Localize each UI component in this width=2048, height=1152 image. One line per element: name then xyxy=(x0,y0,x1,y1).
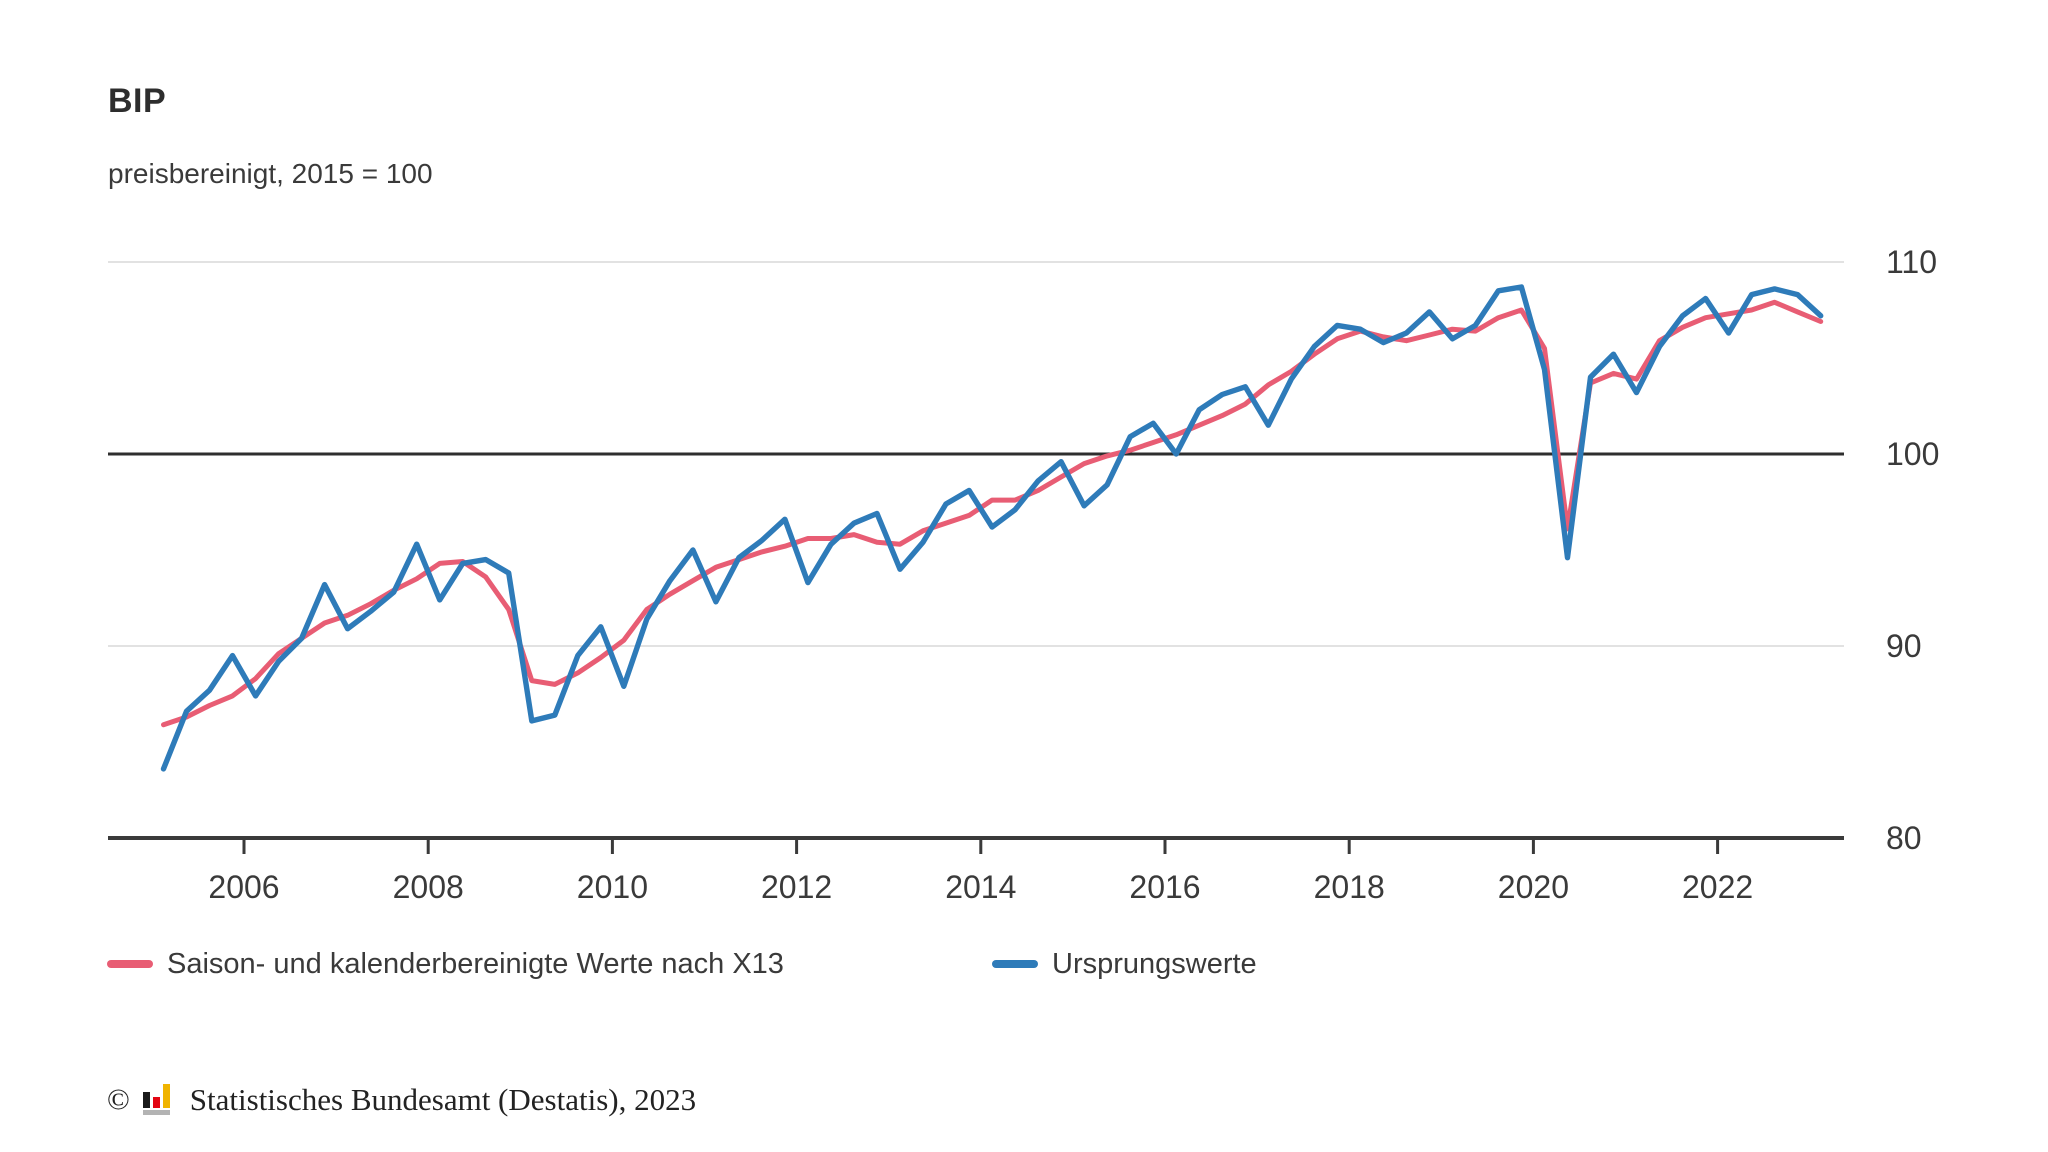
x-axis-label-2014: 2014 xyxy=(945,869,1016,905)
y-axis-label-90: 90 xyxy=(1886,628,1922,664)
x-axis-label-2022: 2022 xyxy=(1682,869,1753,905)
y-axis-label-100: 100 xyxy=(1886,436,1939,472)
series-line-seasonally-adjusted xyxy=(161,299,1824,728)
blue-line-legend-swatch-icon xyxy=(992,960,1038,968)
y-axis-label-80: 80 xyxy=(1886,820,1922,856)
red-line-legend-swatch-icon xyxy=(107,960,153,968)
destatis-bar-chart-logo-icon xyxy=(142,1084,170,1115)
legend-item-seasonally-adjusted: Saison- und kalenderbereinigte Werte nac… xyxy=(107,946,784,982)
y-axis-label-110: 110 xyxy=(1886,244,1937,280)
x-axis-label-2008: 2008 xyxy=(393,869,464,905)
x-axis-label-2020: 2020 xyxy=(1498,869,1569,905)
chart-title: BIP xyxy=(108,82,167,120)
x-axis-label-2012: 2012 xyxy=(761,869,832,905)
chart-subtitle: preisbereinigt, 2015 = 100 xyxy=(108,158,433,189)
source-text: Statistisches Bundesamt (Destatis), 2023 xyxy=(189,1082,697,1117)
copyright-symbol: © xyxy=(107,1083,130,1116)
x-axis-label-2006: 2006 xyxy=(208,869,279,905)
legend-item-original-values: Ursprungswerte xyxy=(992,946,1257,982)
series-line-original-values xyxy=(160,284,1824,772)
x-axis-label-2016: 2016 xyxy=(1129,869,1200,905)
x-axis-label-2018: 2018 xyxy=(1314,869,1385,905)
legend-label-seasonally-adjusted: Saison- und kalenderbereinigte Werte nac… xyxy=(167,947,784,980)
x-axis-label-2010: 2010 xyxy=(577,869,648,905)
source-attribution: © Statistisches Bundesamt (Destatis), 20… xyxy=(107,1078,696,1122)
legend-label-original-values: Ursprungswerte xyxy=(1052,947,1257,980)
